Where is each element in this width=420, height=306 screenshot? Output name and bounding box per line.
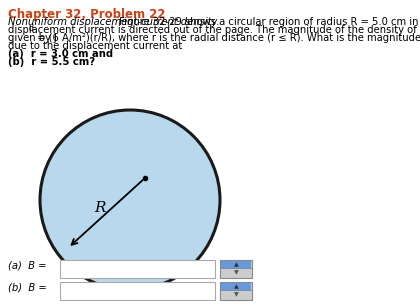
Text: Chapter 32, Problem 22: Chapter 32, Problem 22: [8, 8, 165, 21]
Circle shape: [40, 110, 220, 290]
Text: = (6 A/m²)(r/R), where r is the radial distance (r ≤ R). What is the magnitude o: = (6 A/m²)(r/R), where r is the radial d…: [34, 33, 420, 43]
Text: (a)  r = 3.0 cm and: (a) r = 3.0 cm and: [8, 49, 113, 59]
Text: (b)  B =: (b) B =: [8, 282, 47, 292]
FancyBboxPatch shape: [60, 282, 215, 300]
Text: d: d: [29, 24, 34, 33]
Text: Nonuniform displacement-current density.: Nonuniform displacement-current density.: [8, 17, 220, 27]
Text: due to the displacement current at: due to the displacement current at: [8, 41, 182, 51]
Text: ▲: ▲: [234, 263, 239, 267]
Text: Figure 32-29 shows a circular region of radius R = 5.0 cm in which a: Figure 32-29 shows a circular region of …: [116, 17, 420, 27]
Text: ▲: ▲: [234, 285, 239, 289]
Text: displacement current is directed out of the page. The magnitude of the density o: displacement current is directed out of …: [8, 25, 420, 35]
FancyBboxPatch shape: [220, 260, 252, 278]
FancyBboxPatch shape: [221, 283, 251, 291]
Text: ▼: ▼: [234, 293, 239, 297]
FancyBboxPatch shape: [60, 260, 215, 278]
Text: (b)  r = 5.5 cm?: (b) r = 5.5 cm?: [8, 57, 95, 67]
Text: ▼: ▼: [234, 271, 239, 275]
Text: R: R: [94, 201, 106, 215]
Text: given by J: given by J: [8, 33, 57, 43]
Text: (a)  B =: (a) B =: [8, 260, 47, 270]
FancyBboxPatch shape: [221, 261, 251, 269]
FancyBboxPatch shape: [220, 282, 252, 300]
